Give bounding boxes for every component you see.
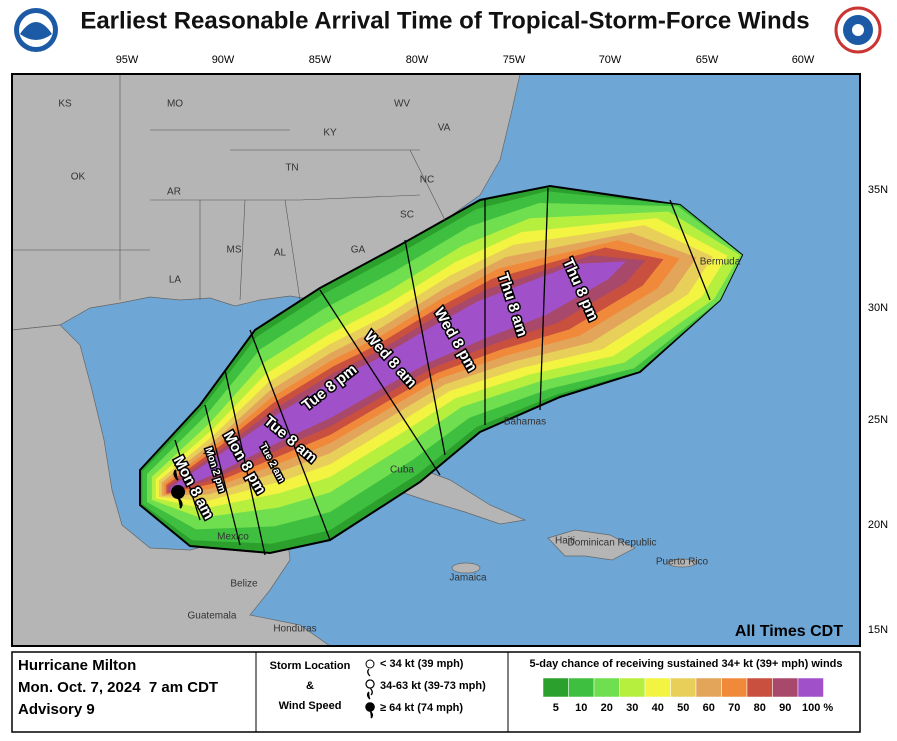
scale-swatch	[593, 677, 620, 698]
state-label: AR	[167, 187, 181, 198]
issued-time: Mon. Oct. 7, 2024 7 am CDT	[18, 679, 218, 696]
title: Earliest Reasonable Arrival Time of Trop…	[80, 7, 809, 34]
scale-label: 30	[626, 702, 638, 714]
arrival-isochrones	[174, 187, 711, 556]
time-note: All Times CDT	[735, 623, 843, 640]
nws-logo	[834, 6, 882, 54]
isochrone	[539, 187, 549, 411]
place-label: Haiti	[555, 536, 575, 547]
place-label: Guatemala	[188, 611, 237, 622]
longitude-label: 90W	[212, 54, 235, 66]
place-label: Bahamas	[504, 417, 546, 428]
latitude-label: 15N	[868, 624, 888, 636]
wind-category: < 34 kt (39 mph)	[380, 658, 464, 670]
scale-swatch	[746, 677, 773, 698]
storm-symbol	[171, 469, 186, 509]
scale-swatch	[721, 677, 748, 698]
isochrone	[249, 329, 331, 541]
symbol-ts	[365, 668, 375, 696]
storm-name: Hurricane Milton	[18, 657, 136, 674]
state-label: MS	[227, 245, 242, 256]
isochrone	[404, 239, 446, 456]
legend-title: Wind Speed	[279, 700, 342, 712]
state-label: SC	[400, 210, 414, 221]
scale-label: 70	[728, 702, 740, 714]
advisory: Advisory 9	[18, 701, 95, 718]
state-label: AL	[274, 248, 287, 259]
land-hispaniola	[547, 529, 636, 561]
longitude-label: 85W	[309, 54, 332, 66]
scale-label: 90	[779, 702, 791, 714]
scale-title: 5-day chance of receiving sustained 34+ …	[530, 658, 843, 670]
longitude-label: 75W	[503, 54, 526, 66]
land-puerto-rico	[667, 558, 697, 568]
state-label: NC	[420, 175, 434, 186]
probability-swath	[139, 184, 744, 555]
scale-swatch	[695, 677, 722, 698]
latitude-label: 25N	[868, 414, 888, 426]
longitude-label: 70W	[599, 54, 622, 66]
longitude-label: 60W	[792, 54, 815, 66]
scale-swatch	[568, 677, 595, 698]
isochrone	[204, 404, 241, 546]
latitude-label: 35N	[868, 184, 888, 196]
scale-label: 50	[677, 702, 689, 714]
state-label: MO	[167, 99, 183, 110]
scale-swatch	[644, 677, 671, 698]
scale-label: 10	[575, 702, 587, 714]
legend-title: Storm Location	[270, 660, 351, 672]
map	[12, 74, 860, 646]
symbol-weak	[365, 659, 375, 669]
scale-swatch	[797, 677, 824, 698]
map-frame	[11, 73, 861, 647]
isochrone	[224, 369, 266, 556]
place-label: Puerto Rico	[656, 557, 709, 568]
scale-swatch	[619, 677, 646, 698]
latitude-label: 30N	[868, 302, 888, 314]
state-label: LA	[169, 275, 182, 286]
isochrone	[319, 289, 441, 476]
scale-swatch	[542, 677, 569, 698]
longitude-label: 95W	[116, 54, 139, 66]
longitude-label: 65W	[696, 54, 719, 66]
scale-label: 80	[754, 702, 766, 714]
state-label: WV	[394, 99, 410, 110]
swath-level	[170, 261, 626, 492]
place-label: Belize	[230, 579, 258, 590]
state-label: KY	[323, 128, 337, 139]
state-label: KS	[58, 99, 72, 110]
state-label: TN	[285, 163, 298, 174]
scale-label: 20	[601, 702, 613, 714]
legend-title: &	[306, 680, 314, 692]
scale-label: 5	[553, 702, 559, 714]
place-label: Jamaica	[449, 573, 487, 584]
state-label: GA	[351, 245, 366, 256]
scale-label: 60	[703, 702, 715, 714]
wind-category: 34-63 kt (39-73 mph)	[380, 680, 486, 692]
isochrone	[669, 199, 711, 301]
longitude-label: 80W	[406, 54, 429, 66]
state-label: VA	[438, 123, 451, 134]
symbol-hurricane	[365, 691, 375, 719]
land-jamaica	[451, 562, 481, 574]
place-label: Dominican Republic	[568, 538, 657, 549]
noaa-logo	[14, 8, 58, 52]
scale-label: 40	[652, 702, 664, 714]
scale-swatch	[670, 677, 697, 698]
place-label: Cuba	[390, 465, 414, 476]
latitude-label: 20N	[868, 519, 888, 531]
place-label: Honduras	[273, 624, 316, 635]
place-label: Bermuda	[700, 257, 741, 268]
state-label: OK	[71, 172, 86, 183]
scale-label: 100 %	[802, 702, 833, 714]
wind-category: ≥ 64 kt (74 mph)	[380, 702, 463, 714]
state-borders	[12, 74, 446, 301]
place-label: Mexico	[217, 532, 249, 543]
scale-swatch	[772, 677, 799, 698]
isochrone	[174, 439, 201, 521]
